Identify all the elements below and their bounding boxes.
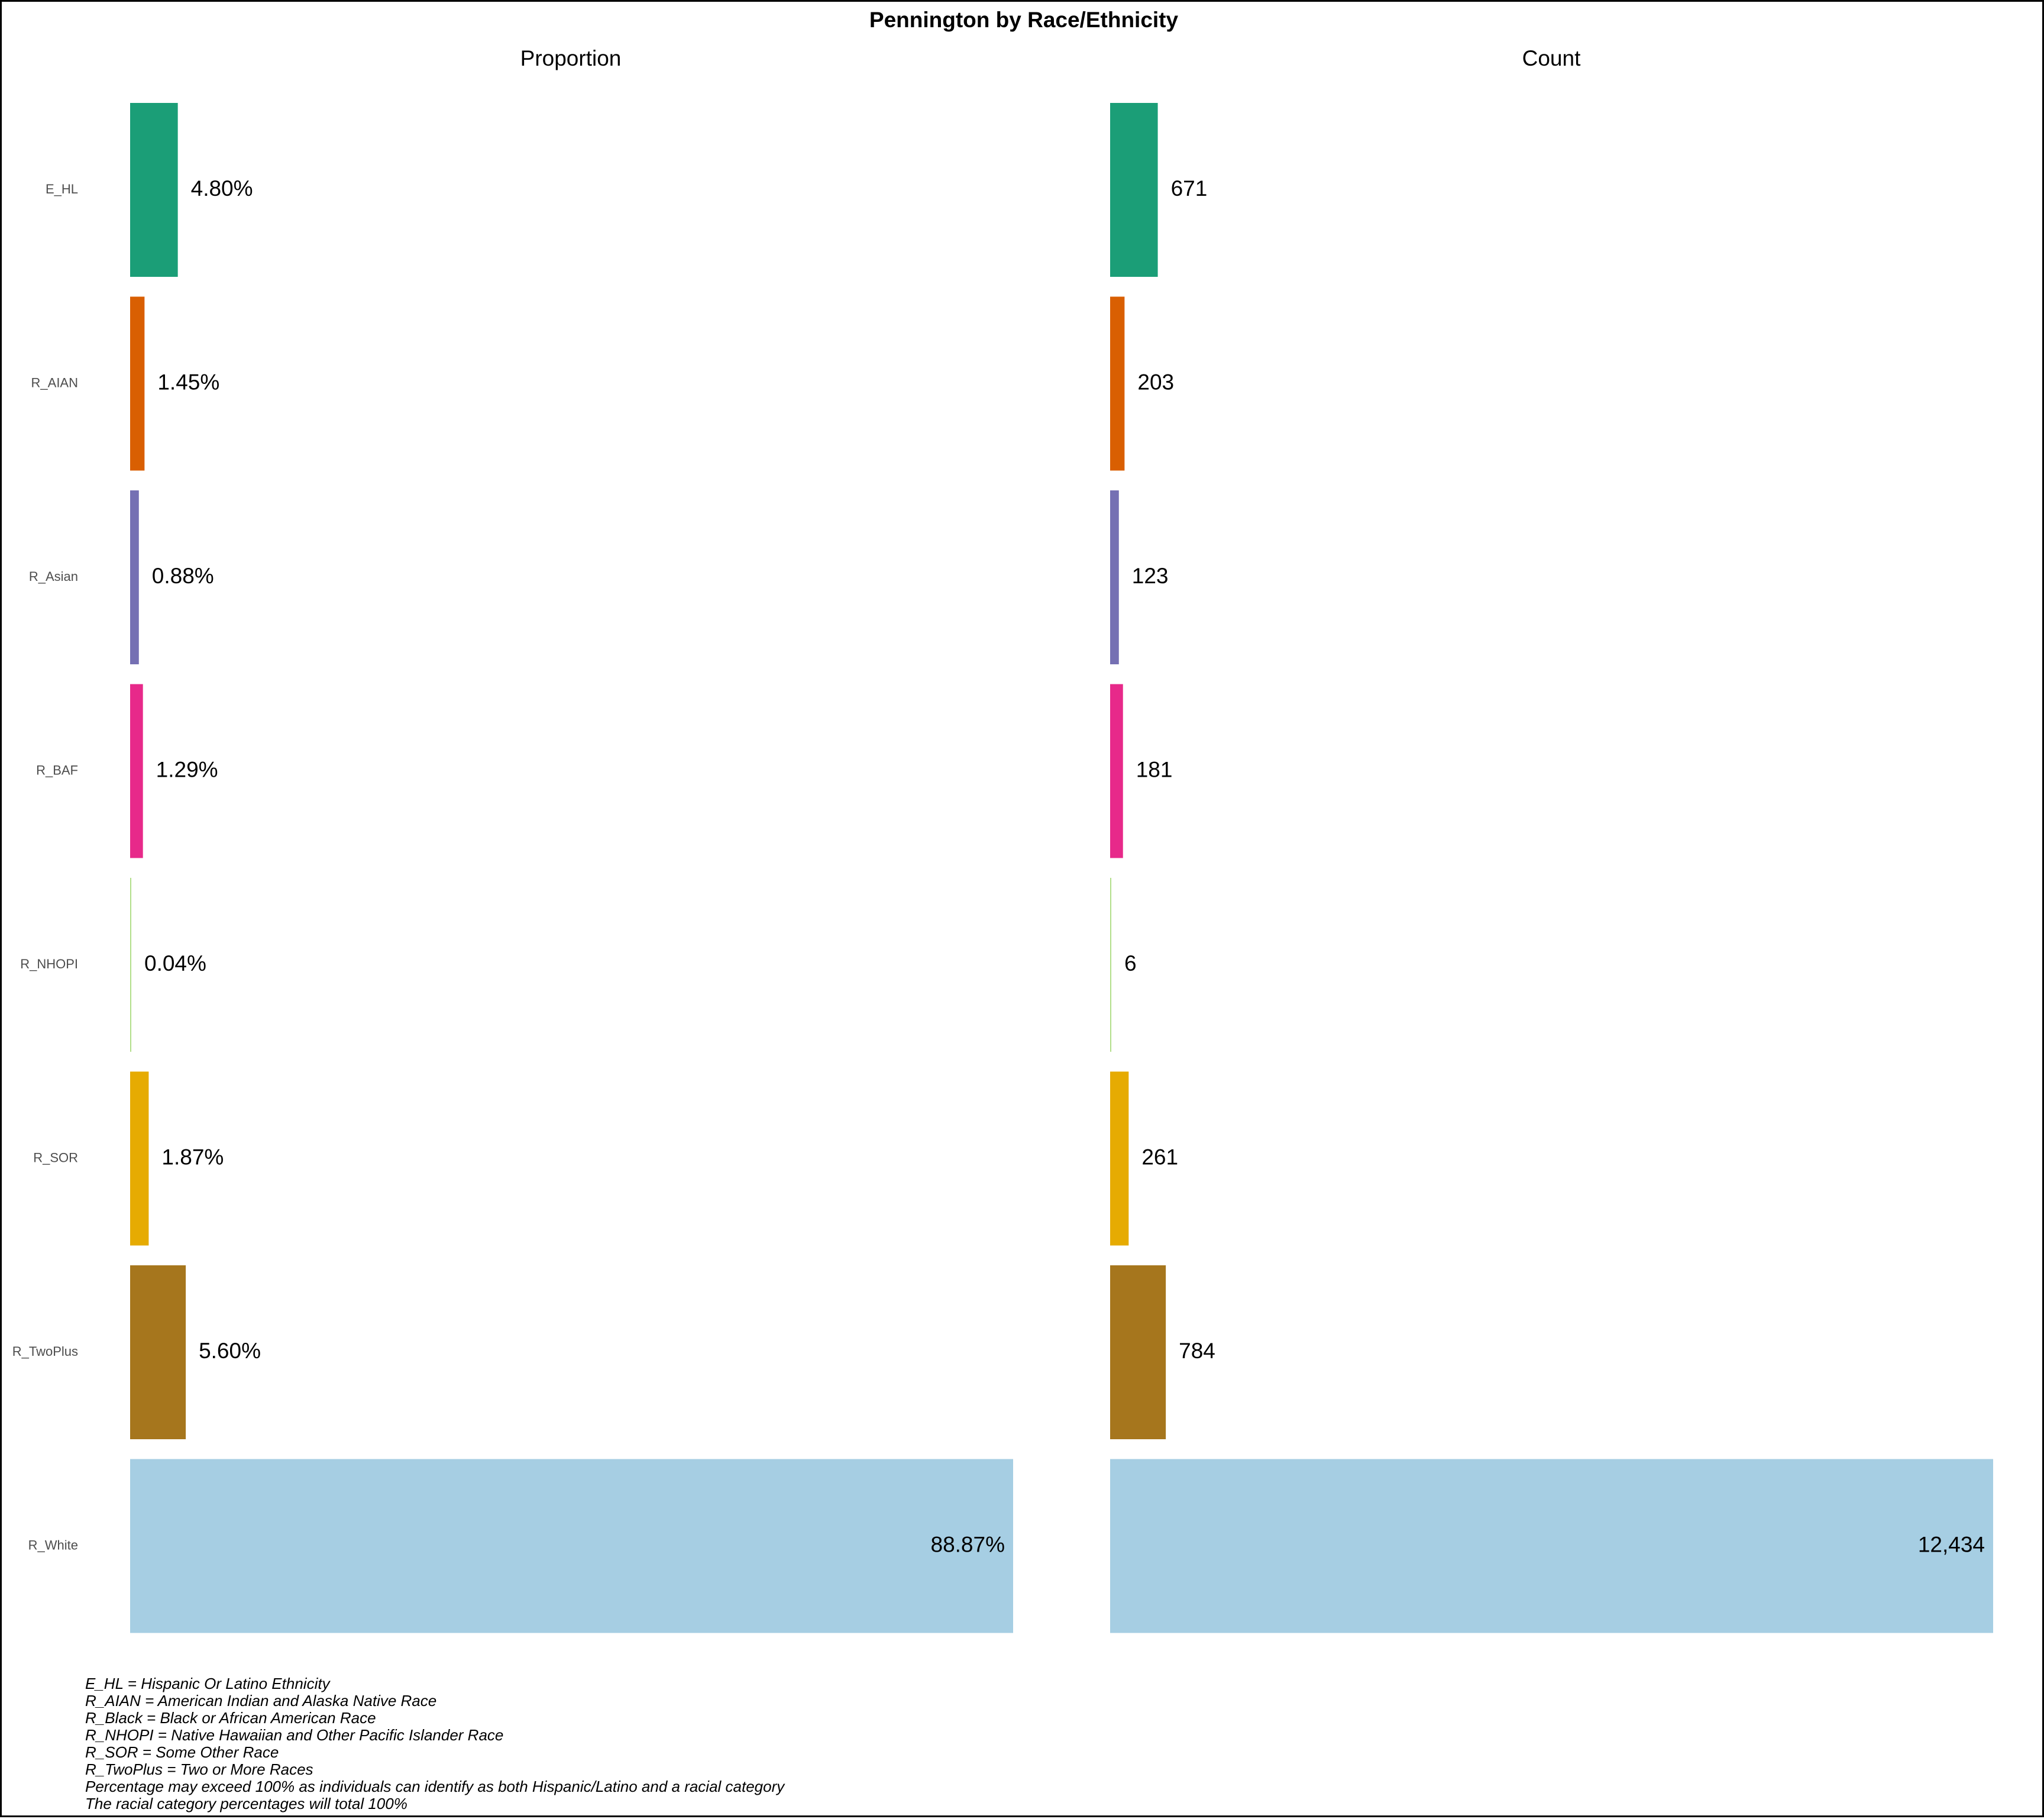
caption-notes: E_HL = Hispanic Or Latino EthnicityR_AIA… [85,1675,785,1812]
bar-proportion [130,1459,1013,1633]
category-label: R_White [28,1537,78,1552]
data-label: 0.04% [144,951,206,975]
category-label: R_NHOPI [20,957,78,971]
category-label: R_AIAN [31,375,78,390]
bar-count [1110,296,1125,471]
count-panel: 671 203 123 181 6 261 784 12,434 [1110,103,1993,1633]
caption-line: R_SOR = Some Other Race [85,1743,279,1761]
data-label: 123 [1132,564,1169,588]
bar-proportion [130,296,145,471]
data-label: 4.80% [191,176,253,201]
panel-title-proportion: Proportion [520,46,622,70]
data-label: 261 [1141,1145,1178,1169]
data-label: 1.29% [156,757,218,781]
category-label: R_BAF [36,763,78,777]
bar-count [1110,103,1158,277]
category-label: E_HL [46,182,78,196]
data-label: 784 [1179,1339,1215,1363]
caption-line: Percentage may exceed 100% as individual… [85,1778,785,1795]
bar-count [1110,1071,1129,1246]
bar-proportion [130,1071,149,1246]
caption-line: R_Black = Black or African American Race [85,1709,376,1727]
caption-line: E_HL = Hispanic Or Latino Ethnicity [85,1675,331,1692]
data-label: 671 [1171,176,1208,201]
bar-proportion [130,1265,186,1439]
bar-count [1110,684,1123,858]
bar-proportion [130,878,131,1052]
caption-line: The racial category percentages will tot… [85,1795,407,1812]
panel-title-count: Count [1522,46,1581,70]
bar-count [1110,1459,1993,1633]
chart-title: Pennington by Race/Ethnicity [869,8,1179,32]
caption-line: R_TwoPlus = Two or More Races [85,1760,313,1778]
category-label: R_SOR [33,1150,78,1165]
caption-line: R_NHOPI = Native Hawaiian and Other Paci… [85,1726,503,1744]
data-label: 6 [1124,951,1137,975]
bar-proportion [130,684,143,858]
data-label: 12,434 [1918,1532,1985,1556]
data-label: 5.60% [199,1339,261,1363]
data-label: 88.87% [931,1532,1005,1556]
bar-count [1110,878,1111,1052]
proportion-panel: 4.80% 1.45% 0.88% 1.29% 0.04% 1.87% 5.60% 88.87… [130,103,1013,1633]
data-label: 1.87% [161,1145,224,1169]
data-label: 181 [1136,757,1173,781]
bar-count [1110,1265,1166,1439]
data-label: 0.88% [152,564,214,588]
category-label: R_Asian [29,569,78,584]
category-label: R_TwoPlus [12,1344,78,1359]
category-axis-labels: E_HL R_AIAN R_Asian R_BAF R_NHOPI R_SOR R_TwoP… [12,182,78,1553]
bar-count [1110,490,1119,664]
data-label: 203 [1137,370,1174,394]
bar-proportion [130,490,139,664]
data-label: 1.45% [157,370,219,394]
bar-proportion [130,103,178,277]
caption-line: R_AIAN = American Indian and Alaska Nati… [85,1692,436,1710]
